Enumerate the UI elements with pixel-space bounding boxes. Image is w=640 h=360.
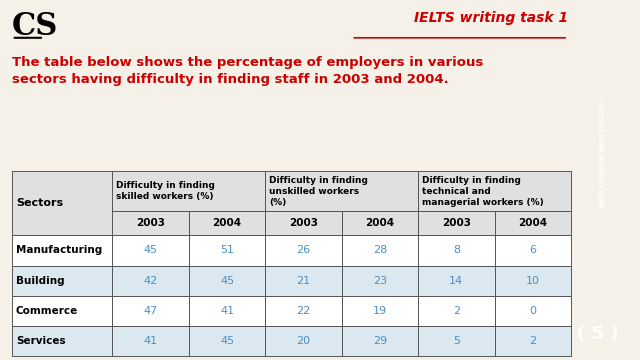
Text: 29: 29 <box>372 336 387 346</box>
Text: 2003: 2003 <box>442 218 471 228</box>
Bar <box>265 296 342 326</box>
Bar <box>189 266 265 296</box>
Text: 28: 28 <box>372 246 387 255</box>
Text: ielts.completesuccess.in: ielts.completesuccess.in <box>598 101 607 207</box>
Text: 5: 5 <box>453 336 460 346</box>
Text: 42: 42 <box>143 276 157 286</box>
Text: 26: 26 <box>296 246 310 255</box>
Text: 41: 41 <box>220 306 234 316</box>
Text: 2: 2 <box>452 306 460 316</box>
Bar <box>265 171 418 211</box>
Text: 14: 14 <box>449 276 463 286</box>
Text: CS: CS <box>12 11 58 42</box>
Text: 23: 23 <box>373 276 387 286</box>
Text: Sectors: Sectors <box>16 198 63 208</box>
Bar <box>265 211 342 235</box>
Bar <box>418 171 571 211</box>
Text: 2003: 2003 <box>289 218 318 228</box>
Bar <box>113 326 189 356</box>
Text: 45: 45 <box>220 336 234 346</box>
Text: 2004: 2004 <box>518 218 547 228</box>
Bar <box>495 211 571 235</box>
Text: 19: 19 <box>373 306 387 316</box>
Text: 2003: 2003 <box>136 218 165 228</box>
Bar <box>418 266 495 296</box>
Bar <box>418 296 495 326</box>
Bar <box>12 171 113 235</box>
Text: The table below shows the percentage of employers in various
sectors having diff: The table below shows the percentage of … <box>12 56 483 86</box>
Text: 2004: 2004 <box>365 218 394 228</box>
Bar <box>495 266 571 296</box>
Text: 10: 10 <box>525 276 540 286</box>
Text: 22: 22 <box>296 306 310 316</box>
Text: 6: 6 <box>529 246 536 255</box>
Bar <box>113 266 189 296</box>
Text: 8: 8 <box>452 246 460 255</box>
Text: 47: 47 <box>143 306 157 316</box>
Bar <box>418 235 495 266</box>
Bar <box>189 326 265 356</box>
Bar <box>342 326 418 356</box>
Text: Difficulty in finding
technical and
managerial workers (%): Difficulty in finding technical and mana… <box>422 176 543 207</box>
Bar <box>265 235 342 266</box>
Bar <box>189 211 265 235</box>
Bar <box>113 171 265 211</box>
Bar <box>342 211 418 235</box>
Text: IELTS writing task 1: IELTS writing task 1 <box>414 11 568 25</box>
Bar <box>12 235 113 266</box>
Bar <box>418 211 495 235</box>
Bar <box>113 211 189 235</box>
Bar <box>12 296 113 326</box>
Text: ( 5 ): ( 5 ) <box>577 325 618 343</box>
Bar <box>12 266 113 296</box>
Text: 2: 2 <box>529 336 536 346</box>
Bar <box>342 266 418 296</box>
Text: Services: Services <box>16 336 65 346</box>
Bar <box>265 266 342 296</box>
Bar <box>495 235 571 266</box>
Text: 45: 45 <box>220 276 234 286</box>
Bar <box>12 326 113 356</box>
Bar <box>189 235 265 266</box>
Text: 51: 51 <box>220 246 234 255</box>
Text: Difficulty in finding
unskilled workers
(%): Difficulty in finding unskilled workers … <box>269 176 367 207</box>
Bar <box>113 235 189 266</box>
Text: Difficulty in finding
skilled workers (%): Difficulty in finding skilled workers (%… <box>116 181 215 201</box>
Bar <box>265 326 342 356</box>
Text: 2004: 2004 <box>212 218 241 228</box>
Text: Building: Building <box>16 276 65 286</box>
Bar <box>189 296 265 326</box>
Text: 0: 0 <box>529 306 536 316</box>
Text: Manufacturing: Manufacturing <box>16 246 102 255</box>
Bar <box>113 296 189 326</box>
Bar <box>342 296 418 326</box>
Bar <box>495 296 571 326</box>
Bar <box>418 326 495 356</box>
Text: 20: 20 <box>296 336 310 346</box>
Bar <box>342 235 418 266</box>
Bar <box>495 326 571 356</box>
Text: 21: 21 <box>296 276 310 286</box>
Text: 41: 41 <box>143 336 157 346</box>
Text: 45: 45 <box>143 246 157 255</box>
Text: Commerce: Commerce <box>16 306 78 316</box>
